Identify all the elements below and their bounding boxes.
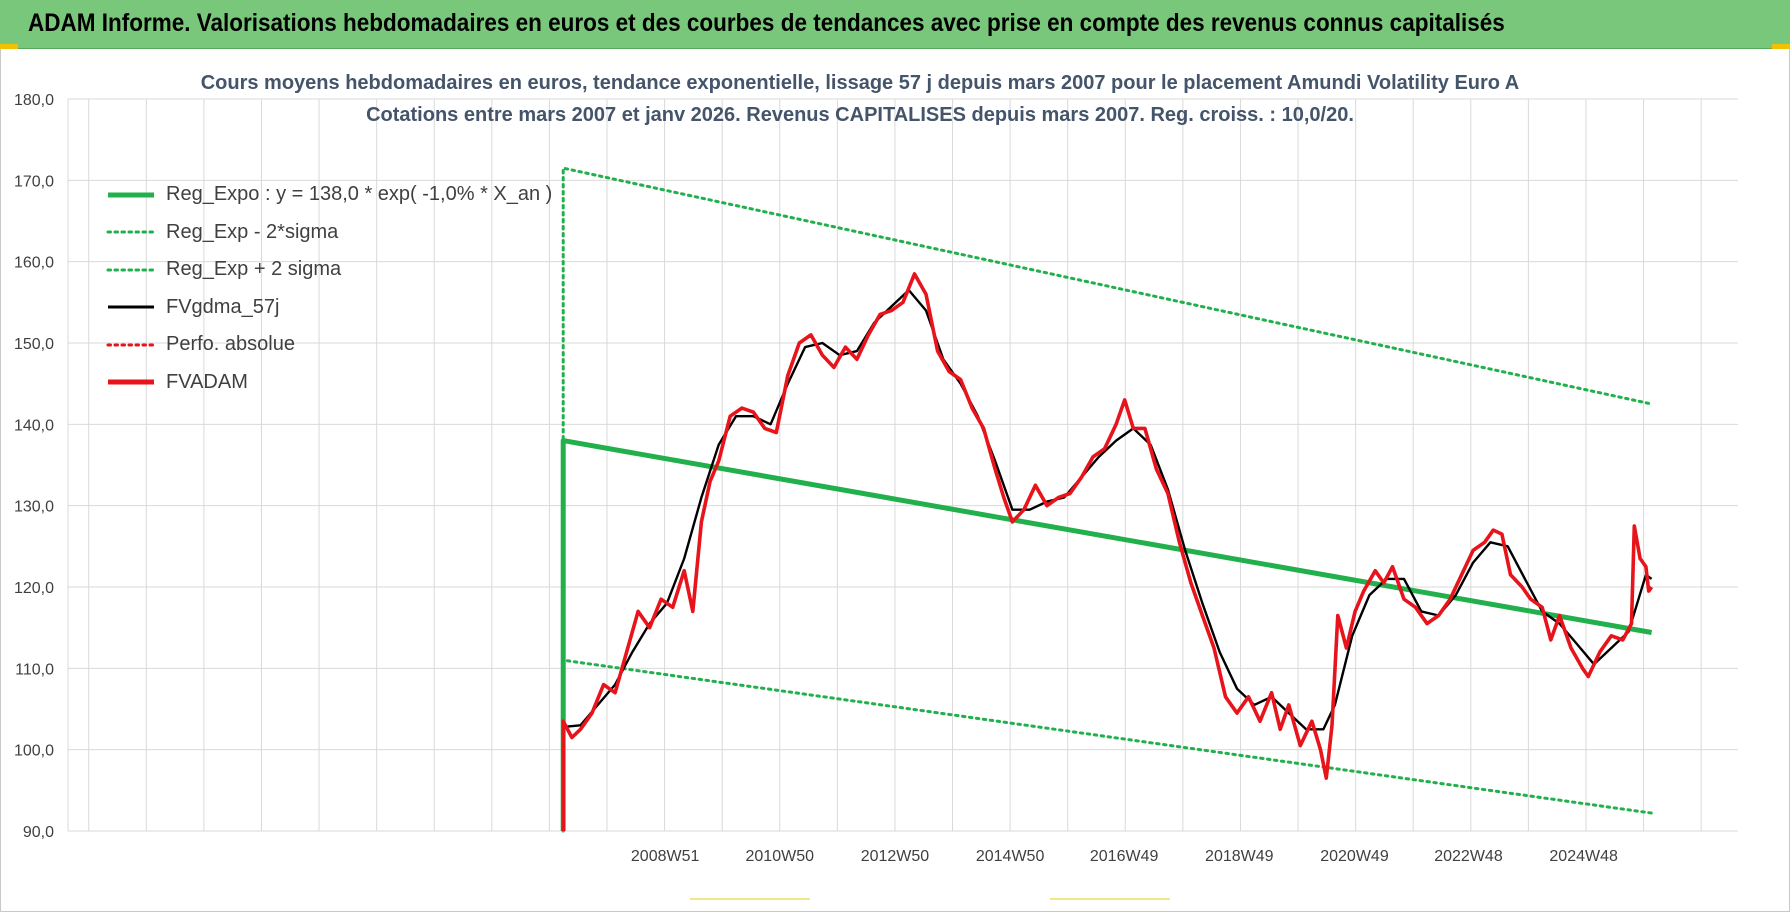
series-line-3: [563, 288, 1653, 731]
legend-swatch: [108, 379, 154, 385]
series-line-5: [561, 272, 1654, 831]
legend-swatch: [106, 230, 156, 234]
legend-label: Perfo. absolue: [166, 333, 295, 356]
legend-swatch: [108, 305, 154, 309]
header-banner: ADAM Informe. Valorisations hebdomadaire…: [0, 0, 1790, 49]
legend-item: Reg_Expo : y = 138,0 * exp( -1,0% * X_an…: [106, 176, 552, 214]
report-title: ADAM Informe. Valorisations hebdomadaire…: [28, 9, 1505, 37]
x-tick-label: 2016W49: [1090, 848, 1159, 865]
legend-label: Reg_Expo : y = 138,0 * exp( -1,0% * X_an…: [166, 183, 553, 206]
legend-label: FVgdma_57j: [166, 295, 280, 318]
x-tick-label: 2014W50: [976, 848, 1045, 865]
legend-label: Reg_Exp - 2*sigma: [166, 220, 339, 243]
legend-item: FVADAM: [106, 364, 552, 402]
corner-mark-right: [1772, 44, 1790, 49]
x-tick-label: 2018W49: [1205, 848, 1274, 865]
series-line-1: [561, 658, 1654, 833]
chart-title-line-2: Cotations entre mars 2007 et janv 2026. …: [366, 104, 1354, 126]
y-tick-label: 90,0: [23, 824, 54, 841]
chart-title-line-1: Cours moyens hebdomadaires en euros, ten…: [200, 72, 1520, 94]
legend-label: FVADAM: [166, 370, 248, 393]
y-tick-label: 100,0: [14, 743, 54, 760]
y-tick-label: 150,0: [14, 336, 54, 353]
x-tick-label: 2020W49: [1320, 848, 1389, 865]
axis-labels: 90,0 100,0 110,0 120,0 130,0 140,0 150,0 160,0 1…: [14, 92, 1618, 865]
data-series: [560, 166, 1654, 833]
y-tick-label: 180,0: [14, 92, 54, 109]
legend-item: Perfo. absolue: [106, 326, 552, 364]
y-tick-label: 160,0: [14, 255, 54, 272]
corner-mark-left: [0, 44, 18, 49]
x-tick-label: 2024W48: [1549, 848, 1618, 865]
legend-swatch: [108, 192, 154, 198]
legend-item: FVgdma_57j: [106, 289, 552, 327]
y-tick-label: 110,0: [15, 661, 54, 678]
x-tick-label: 2010W50: [746, 848, 815, 865]
series-line-0: [560, 438, 1653, 831]
x-tick-label: 2022W48: [1434, 848, 1503, 865]
legend-item: Reg_Exp + 2 sigma: [106, 251, 552, 289]
x-tick-label: 2008W51: [631, 848, 700, 865]
legend-item: Reg_Exp - 2*sigma: [106, 214, 552, 252]
legend-swatch: [106, 343, 156, 347]
gridlines: [67, 98, 1738, 832]
selection-handle-2: [1050, 898, 1170, 900]
series-line-2: [561, 166, 1654, 833]
legend-swatch: [106, 268, 156, 272]
legend-label: Reg_Exp + 2 sigma: [166, 258, 342, 281]
y-tick-label: 120,0: [14, 580, 54, 597]
chart-legend: Reg_Expo : y = 138,0 * exp( -1,0% * X_an…: [106, 176, 552, 401]
y-tick-label: 130,0: [14, 499, 54, 516]
y-tick-label: 170,0: [14, 173, 54, 190]
selection-handle-1: [690, 898, 810, 900]
y-tick-label: 140,0: [14, 417, 54, 434]
x-tick-label: 2012W50: [861, 848, 930, 865]
